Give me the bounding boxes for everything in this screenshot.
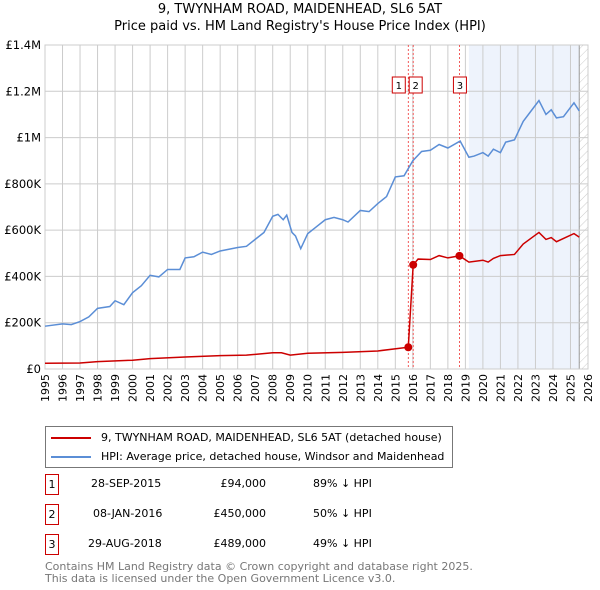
y-tick-label: £800K [4, 177, 41, 191]
x-tick-label: 1995 [39, 374, 52, 402]
x-tick-label: 2006 [232, 374, 245, 402]
x-tick-label: 1997 [74, 374, 87, 402]
legend: 9, TWYNHAM ROAD, MAIDENHEAD, SL6 5AT (de… [45, 426, 454, 468]
sale-label-box [408, 76, 423, 94]
forecast-shading [468, 45, 580, 369]
footer-copyright: Contains HM Land Registry data © Crown c… [45, 560, 473, 573]
x-tick-label: 2002 [162, 374, 175, 402]
x-tick-label: 2014 [372, 374, 385, 402]
transaction-price: £94,000 [220, 477, 267, 490]
x-tick-label: 2013 [354, 374, 367, 402]
transaction-hpi: 89% ↓ HPI [313, 477, 372, 490]
sale-point [404, 343, 413, 352]
transaction-number: 3 [45, 534, 59, 555]
x-tick-label: 2011 [319, 374, 332, 402]
transaction-price: £489,000 [213, 537, 267, 550]
x-tick-label: 1999 [109, 374, 122, 402]
plot-area: 1995 1996 1997 1998 1999 2000 2001 2002 2003 2004… [4, 38, 595, 402]
legend-swatch-property [51, 436, 91, 439]
x-tick-label: 2017 [424, 374, 437, 402]
sale-label: 1 [396, 81, 402, 92]
chart-title: 9, TWYNHAM ROAD, MAIDENHEAD, SL6 5AT [157, 2, 443, 17]
transaction-row: 2 08-JAN-2016 £450,000 50% ↓ HPI [45, 504, 445, 526]
transaction-row: 1 28-SEP-2015 £94,000 89% ↓ HPI [45, 474, 445, 496]
y-tick-label: £1M [16, 131, 41, 145]
x-tick-label: 2000 [127, 374, 140, 402]
x-tick-label: 2012 [337, 374, 350, 402]
x-tick-label: 2021 [494, 374, 507, 402]
x-tick-label: 2019 [459, 374, 472, 402]
x-tick-label: 2005 [214, 374, 227, 402]
transaction-number: 2 [45, 504, 59, 525]
sale-label: 3 [457, 81, 463, 92]
x-tick-label: 2004 [197, 374, 210, 402]
plot-border [44, 44, 589, 370]
x-tick-label: 2025 [564, 374, 577, 402]
legend-label-hpi: HPI: Average price, detached house, Wind… [101, 450, 445, 463]
footer-licence: This data is licensed under the Open Gov… [45, 572, 396, 585]
x-tick-label: 2003 [179, 374, 192, 402]
x-tick-label: 2015 [389, 374, 402, 402]
sale-label: 2 [413, 81, 419, 92]
x-tick-label: 2010 [302, 374, 315, 402]
x-tick-label: 2026 [582, 374, 595, 402]
transaction-date: 08-JAN-2016 [93, 507, 163, 520]
footer: Contains HM Land Registry data © Crown c… [45, 561, 473, 585]
series-line [44, 99, 580, 327]
transaction-number: 1 [45, 474, 59, 495]
sale-point [409, 260, 418, 269]
sale-label-box [452, 76, 467, 94]
x-tick-label: 2001 [144, 374, 157, 402]
x-tick-label: 2024 [547, 374, 560, 402]
sale-label-box [391, 76, 406, 94]
transaction-hpi: 49% ↓ HPI [313, 537, 372, 550]
series-line [44, 231, 580, 364]
hatched-region [579, 45, 588, 369]
y-tick-label: £0 [26, 362, 41, 376]
y-tick-label: £200K [4, 316, 41, 330]
y-tick-label: £400K [4, 269, 41, 283]
legend-swatch-hpi [51, 455, 91, 458]
transaction-hpi: 50% ↓ HPI [313, 507, 372, 520]
x-tick-label: 2018 [442, 374, 455, 402]
x-tick-label: 2023 [529, 374, 542, 402]
y-tick-label: £600K [4, 223, 41, 237]
y-tick-label: £1.2M [5, 84, 41, 98]
x-tick-label: 2020 [477, 374, 490, 402]
x-tick-label: 2008 [267, 374, 280, 402]
x-tick-label: 1996 [57, 374, 70, 402]
x-tick-label: 2022 [512, 374, 525, 402]
x-tick-label: 1998 [92, 374, 105, 402]
legend-label-property: 9, TWYNHAM ROAD, MAIDENHEAD, SL6 5AT (de… [101, 431, 442, 444]
transaction-price: £450,000 [213, 507, 267, 520]
sale-point [455, 251, 464, 260]
x-tick-label: 2016 [407, 374, 420, 402]
transaction-date: 29-AUG-2018 [88, 537, 162, 550]
x-tick-label: 2007 [249, 374, 262, 402]
y-tick-label: £1.4M [5, 38, 41, 52]
chart-subtitle: Price paid vs. HM Land Registry's House … [114, 19, 486, 34]
transaction-date: 28-SEP-2015 [91, 477, 162, 490]
x-tick-label: 2009 [284, 374, 297, 402]
transaction-row: 3 29-AUG-2018 £489,000 49% ↓ HPI [45, 534, 445, 556]
